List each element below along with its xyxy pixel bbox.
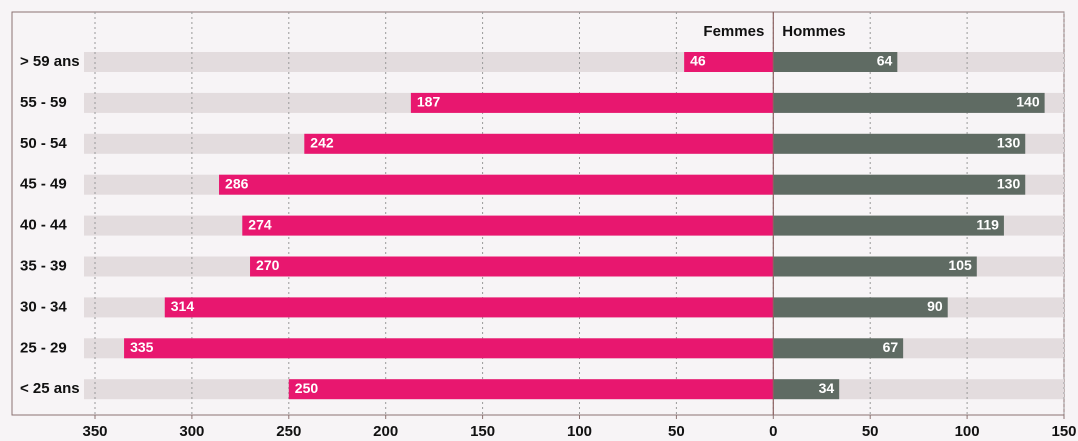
bar — [773, 256, 977, 277]
value-label: 130 — [997, 135, 1021, 151]
y-tick-label: < 25 ans — [20, 380, 80, 397]
bar — [242, 215, 774, 236]
value-label: 335 — [130, 339, 154, 355]
value-label: 119 — [976, 216, 999, 232]
row-band — [84, 52, 1064, 72]
y-tick-label: 40 - 44 — [20, 217, 67, 234]
value-label: 286 — [225, 175, 249, 191]
value-label: 64 — [877, 53, 893, 69]
value-label: 242 — [310, 135, 334, 151]
y-tick-label: 50 - 54 — [20, 135, 67, 152]
value-label: 34 — [819, 380, 835, 396]
y-tick-label: 30 - 34 — [20, 298, 67, 315]
bar — [304, 133, 774, 154]
bar — [773, 297, 948, 318]
bar — [773, 52, 898, 72]
value-label: 187 — [417, 94, 441, 110]
bar — [219, 174, 774, 195]
bar — [773, 215, 1004, 236]
legend-label: Femmes — [703, 23, 764, 40]
bar — [124, 338, 774, 359]
bar — [773, 338, 904, 359]
x-tick-label: 150 — [470, 423, 495, 440]
bar — [164, 297, 774, 318]
bar — [250, 256, 774, 277]
bar — [684, 52, 774, 72]
bar — [773, 174, 1026, 195]
bar — [773, 133, 1026, 154]
x-tick-label: 200 — [373, 423, 398, 440]
bar — [288, 379, 774, 400]
x-tick-label: 150 — [1051, 423, 1076, 440]
y-tick-label: 35 - 39 — [20, 257, 67, 274]
legend-label: Hommes — [782, 23, 845, 40]
y-tick-label: 45 - 49 — [20, 176, 67, 193]
y-tick-label: 25 - 29 — [20, 339, 67, 356]
value-label: 270 — [256, 257, 280, 273]
value-label: 274 — [248, 216, 272, 232]
value-label: 130 — [997, 175, 1021, 191]
y-tick-label: 55 - 59 — [20, 94, 67, 111]
bar — [773, 92, 1045, 113]
value-label: 250 — [295, 380, 319, 396]
value-label: 314 — [171, 298, 195, 314]
bar — [773, 379, 840, 400]
x-tick-label: 250 — [276, 423, 301, 440]
value-label: 67 — [883, 339, 899, 355]
x-tick-label: 350 — [82, 423, 107, 440]
x-tick-label: 50 — [862, 423, 879, 440]
y-tick-label: > 59 ans — [20, 53, 80, 70]
bar — [410, 92, 774, 113]
value-label: 140 — [1016, 94, 1040, 110]
value-label: 46 — [690, 53, 706, 69]
x-tick-label: 50 — [668, 423, 685, 440]
x-tick-label: 100 — [955, 423, 980, 440]
value-label: 90 — [927, 298, 943, 314]
x-tick-label: 300 — [179, 423, 204, 440]
x-tick-label: 100 — [567, 423, 592, 440]
x-tick-label: 0 — [769, 423, 777, 440]
value-label: 105 — [948, 257, 972, 273]
